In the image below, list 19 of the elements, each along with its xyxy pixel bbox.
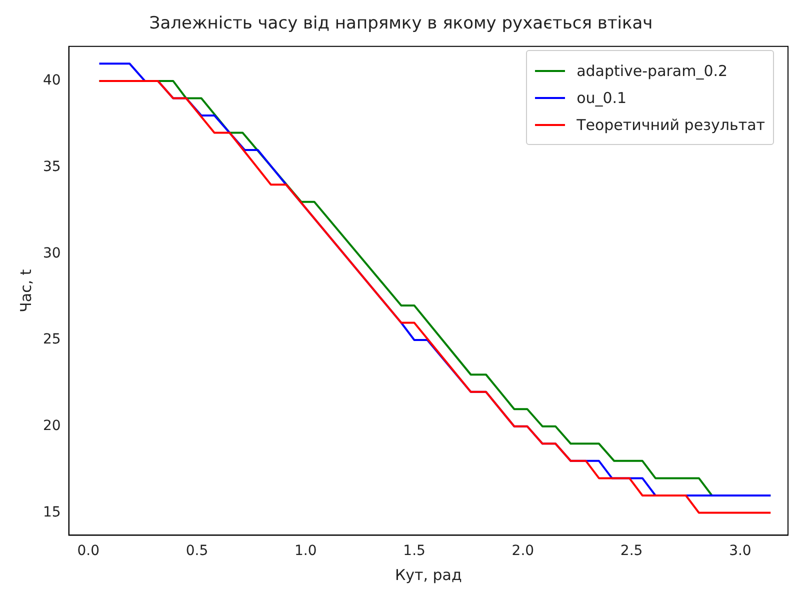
x-tick-label: 0.5 [186, 543, 208, 560]
x-tick-label: 0.0 [77, 543, 100, 560]
x-tick-label: 2.5 [620, 543, 643, 560]
legend-label: ou_0.1 [576, 88, 627, 106]
legend-label: Теоретичний результат [576, 116, 765, 134]
y-tick-label: 15 [42, 504, 61, 520]
y-tick-label: 25 [42, 332, 61, 348]
y-tick-label: 30 [42, 245, 61, 262]
legend-label: adaptive-param_0.2 [576, 62, 728, 80]
x-axis-title: Кут, рад [394, 566, 462, 584]
x-tick-label: 3.0 [729, 543, 752, 560]
y-axis-title: Час, t [16, 269, 35, 312]
y-tick-label: 40 [42, 72, 61, 89]
y-tick-label: 20 [42, 418, 61, 434]
chart-title: Залежність часу від напрямку в якому рухається втікач [149, 14, 653, 34]
x-tick-label: 1.0 [294, 543, 317, 560]
y-tick-label: 35 [42, 158, 61, 175]
x-tick-label: 2.0 [512, 543, 534, 560]
x-tick-label: 1.5 [403, 543, 426, 560]
